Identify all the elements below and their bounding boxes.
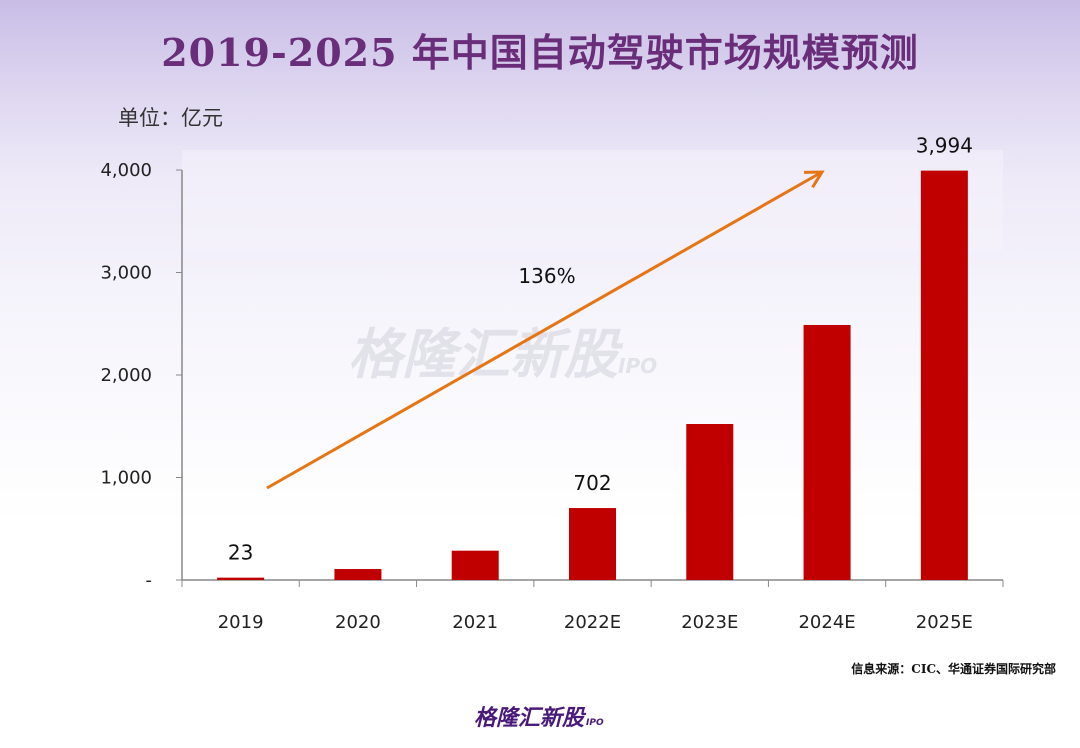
data-label: 702 [573,471,611,495]
bar-2025E [920,170,968,581]
data-label: 3,994 [916,134,973,158]
bar-2021 [451,550,499,580]
y-tick-label: - [146,570,153,591]
x-tick-label: 2024E [798,612,855,633]
brand-logo: 格隆汇新股 IPO [474,706,604,731]
growth-arrow-line [266,170,823,490]
y-tick-label: 2,000 [100,365,152,386]
y-tick-label: 1,000 [100,468,152,489]
x-tick-label: 2021 [452,612,498,633]
bar-2023E [686,423,734,580]
y-tick-label: 3,000 [100,263,152,284]
y-axis-unit-label: 单位：亿元 [118,106,223,130]
y-tick-label: 4,000 [100,160,152,181]
x-tick-label: 2025E [916,612,973,633]
x-tick-label: 2019 [218,612,264,633]
plot-area-tint [182,150,1003,250]
bar-2022E [569,508,616,580]
x-tick-label: 2023E [681,612,738,633]
source-note: 信息来源：CIC、华通证券国际研究部 [851,662,1056,676]
x-tick-label: 2020 [335,612,381,633]
growth-annotation: 136% [518,264,575,288]
data-label: 23 [228,541,253,565]
bar-2024E [803,324,851,580]
x-tick-label: 2022E [564,612,621,633]
arrow-head-icon [803,170,825,189]
watermark-logo: 格隆汇新股IPO [348,323,658,386]
chart-title: 2019-2025 年中国自动驾驶市场规模预测 [161,30,919,75]
bar-2020 [334,569,382,580]
bar-2019 [217,577,265,580]
